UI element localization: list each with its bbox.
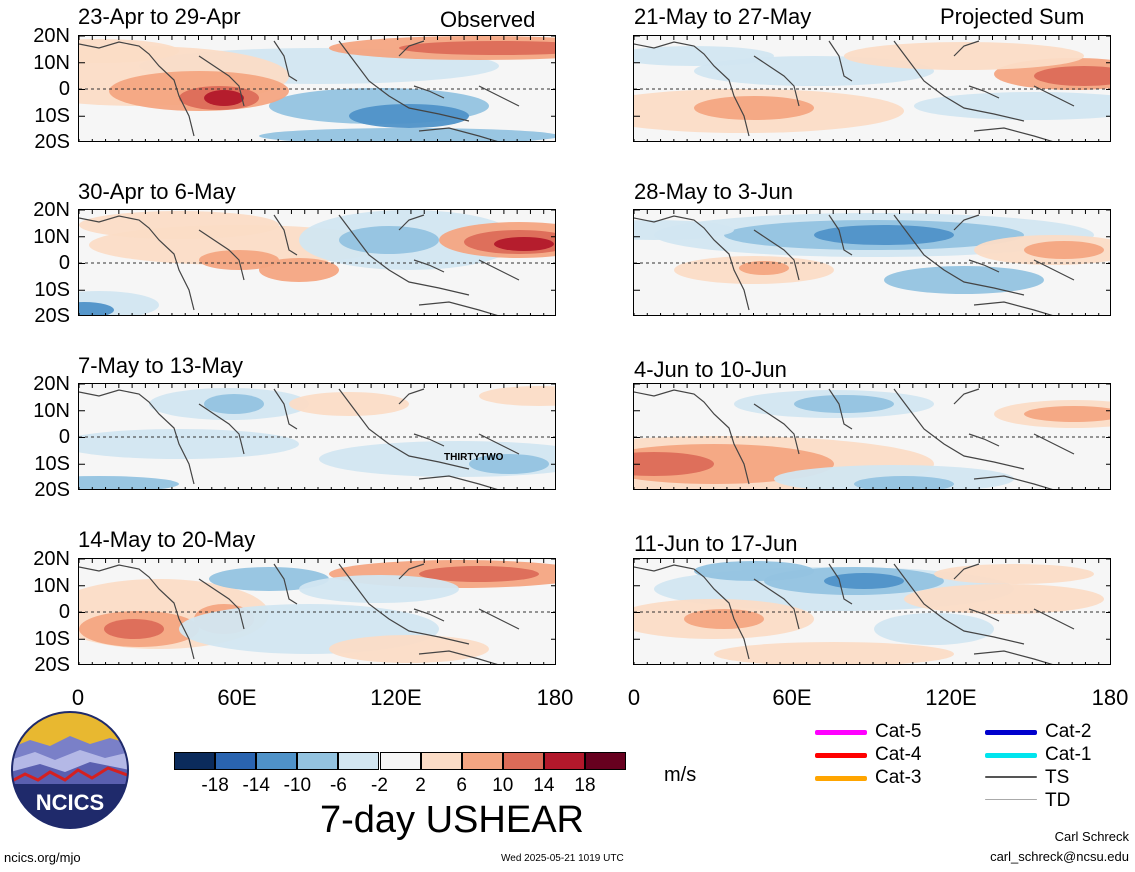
- lat-label: 20S: [34, 479, 70, 501]
- legend-swatch-cat-1: [985, 753, 1037, 758]
- colorbar-swatch: [174, 752, 216, 770]
- colorbar-swatch: [215, 752, 257, 770]
- lat-label: 20S: [34, 131, 70, 153]
- footer-url[interactable]: ncics.org/mjo: [4, 850, 81, 865]
- lat-label: 0: [58, 426, 70, 448]
- lat-label: 10N: [33, 51, 70, 74]
- legend-label-td: TD: [1045, 790, 1071, 811]
- colorbar-tick-label: -10: [283, 775, 312, 796]
- lat-label: 0: [58, 601, 70, 623]
- colorbar-swatch: [502, 752, 544, 770]
- legend-label-ts: TS: [1045, 767, 1070, 788]
- lat-label: 10N: [33, 574, 70, 597]
- observed-label: Observed: [440, 7, 536, 32]
- lat-label: 20N: [33, 199, 70, 221]
- colorbar-tick-label: -2: [371, 775, 388, 796]
- footer-timestamp: Wed 2025-05-21 1019 UTC: [501, 853, 624, 864]
- lat-label: 20S: [34, 654, 70, 676]
- legend-label-cat-5: Cat-5: [875, 721, 922, 742]
- legend-swatch-td: [985, 799, 1037, 800]
- colorbar-tick-label: 6: [456, 775, 467, 796]
- lat-label: 20N: [33, 548, 70, 570]
- lon-label-left-0: 0: [71, 685, 85, 710]
- units-label: m/s: [664, 764, 697, 786]
- lat-label: 10S: [34, 452, 70, 475]
- legend-swatch-cat-4: [815, 753, 867, 758]
- lon-label-left-2: 120E: [370, 685, 422, 710]
- legend-swatch-cat-2: [985, 730, 1037, 735]
- colorbar-tick-label: 18: [574, 775, 596, 796]
- projected-label: Projected Sum: [940, 4, 1085, 29]
- lat-label: 10S: [34, 627, 70, 650]
- colorbar-swatch: [379, 752, 421, 770]
- panel-title-l3: 7-May to 13-May: [78, 353, 244, 378]
- legend-label-cat-4: Cat-4: [875, 744, 922, 765]
- colorbar-tick-label: 2: [415, 775, 426, 796]
- lon-label-right-1: 60E: [772, 685, 812, 710]
- colorbar-swatch: [297, 752, 339, 770]
- lon-label-left-1: 60E: [217, 685, 257, 710]
- colorbar-tick-label: -14: [242, 775, 270, 796]
- colorbar-tick-label: 10: [492, 775, 514, 796]
- panel-title-l4: 14-May to 20-May: [78, 527, 256, 552]
- colorbar-swatch: [585, 752, 627, 770]
- legend-label-cat-3: Cat-3: [875, 767, 922, 788]
- map-panel-r4: [633, 558, 1111, 665]
- map-panel-l1: [78, 35, 556, 142]
- colorbar-swatch: [461, 752, 503, 770]
- colorbar-swatch: [256, 752, 298, 770]
- lat-label: 20N: [33, 373, 70, 395]
- legend-swatch-cat-5: [815, 730, 867, 735]
- map-panel-l4: [78, 558, 556, 665]
- colorbar-swatch: [338, 752, 380, 770]
- footer-email[interactable]: carl_schreck@ncsu.edu: [990, 849, 1129, 864]
- colorbar-swatch: [543, 752, 585, 770]
- lat-label: 20S: [34, 305, 70, 327]
- lat-label: 0: [58, 252, 70, 274]
- map-panel-l2: [78, 209, 556, 316]
- colorbar-tick-label: 14: [533, 775, 555, 796]
- panel-title-r2: 28-May to 3-Jun: [634, 179, 793, 204]
- footer-author: Carl Schreck: [1054, 829, 1129, 844]
- lon-label-right-2: 120E: [925, 685, 977, 710]
- logo-text: NCICS: [36, 790, 104, 815]
- lon-label-left-3: 180: [536, 685, 574, 710]
- legend-swatch-cat-3: [815, 776, 867, 781]
- ncics-logo: NCICS: [10, 710, 130, 830]
- legend-swatch-ts: [985, 776, 1037, 778]
- lon-label-right-3: 180: [1091, 685, 1129, 710]
- figure-title: 7-day USHEAR: [320, 799, 584, 841]
- legend-label-cat-1: Cat-1: [1045, 744, 1092, 765]
- colorbar-swatch: [420, 752, 462, 770]
- lat-label: 10N: [33, 225, 70, 248]
- lat-label: 0: [58, 78, 70, 100]
- map-panel-l3: [78, 383, 556, 490]
- colorbar-tick-label: -6: [329, 775, 347, 796]
- lat-label: 10S: [34, 278, 70, 301]
- lon-label-right-0: 0: [627, 685, 641, 710]
- panel-title-r4: 11-Jun to 17-Jun: [634, 531, 798, 556]
- map-panel-r1: [633, 35, 1111, 142]
- lat-label: 10N: [33, 399, 70, 422]
- map-panel-r2: [633, 209, 1111, 316]
- storm-label: THIRTYTWO: [444, 452, 504, 463]
- map-panel-r3: [633, 383, 1111, 490]
- colorbar-tick-label: -18: [201, 775, 229, 796]
- lat-label: 10S: [34, 104, 70, 127]
- legend-label-cat-2: Cat-2: [1045, 721, 1092, 742]
- panel-title-l2: 30-Apr to 6-May: [78, 179, 236, 204]
- panel-title-r1: 21-May to 27-May: [634, 4, 812, 29]
- lat-label: 20N: [33, 25, 70, 47]
- panel-title-r3: 4-Jun to 10-Jun: [634, 357, 787, 382]
- panel-title-l1: 23-Apr to 29-Apr: [78, 4, 241, 29]
